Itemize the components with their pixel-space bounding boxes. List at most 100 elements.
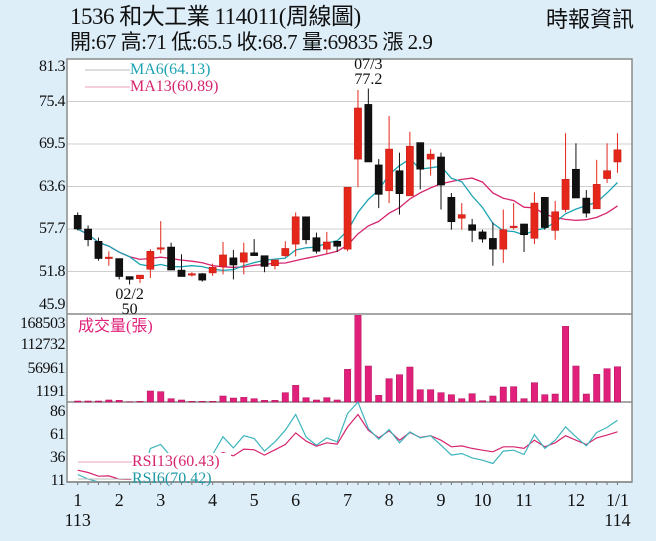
volume-bar [178, 399, 185, 403]
candle-up [613, 149, 622, 163]
candle-up [156, 247, 165, 250]
volume-bar [530, 382, 538, 403]
low-date-label: 02/2 [115, 286, 144, 303]
rsi-tick-label: 11 [50, 472, 66, 489]
volume-bar [271, 400, 279, 403]
volume-bar [261, 400, 268, 403]
x-tick-label: 5 [249, 490, 259, 510]
volume-bar [219, 395, 227, 403]
candle-down [94, 240, 103, 259]
volume-bar [572, 365, 580, 403]
volume-bar [157, 391, 165, 403]
volume-tick-label: 56961 [27, 360, 66, 377]
volume-bar [447, 394, 455, 403]
candle-down [177, 269, 186, 277]
candle-up [239, 252, 248, 263]
volume-bar [188, 401, 196, 403]
candle-up [104, 256, 113, 259]
rsi-tick-label: 36 [50, 449, 66, 466]
volume-tick-label: 168503 [20, 315, 66, 332]
volume-bar [499, 386, 507, 403]
candle-up [291, 216, 300, 245]
volume-bar [406, 366, 414, 403]
price-tick-label: 69.5 [39, 135, 66, 152]
x-tick-label: 9 [436, 490, 446, 510]
candle-up [271, 259, 279, 266]
plot-background [67, 59, 632, 482]
candle-down [125, 276, 134, 280]
volume-bar [209, 401, 217, 403]
candle-up [136, 274, 144, 279]
candle-down [540, 197, 549, 228]
volume-bar [603, 368, 611, 403]
x-tick-label: 1/1 [605, 490, 629, 510]
candle-down [84, 228, 92, 241]
volume-bar [489, 395, 497, 403]
volume-tick-label: 112732 [20, 336, 66, 353]
x-tick-label: 2 [114, 490, 124, 510]
candle-down [73, 215, 82, 230]
x-tick-label: 10 [473, 490, 492, 510]
candle-up [219, 254, 227, 267]
rsi6-line [77, 400, 618, 483]
candle-up [530, 202, 539, 239]
volume-bar [115, 400, 123, 403]
candle-down [582, 197, 591, 214]
volume-bar [136, 401, 144, 403]
volume-bar [323, 397, 331, 403]
candle-down [167, 246, 175, 271]
candle-down [572, 168, 580, 199]
candle-up [406, 145, 414, 197]
volume-bar [229, 397, 237, 403]
candle-up [146, 251, 155, 270]
volume-bar [614, 366, 621, 403]
candle-up [343, 186, 352, 250]
candle-down [115, 258, 124, 277]
rsi13-legend: RSI13(60.43) [132, 453, 220, 470]
volume-bar [427, 389, 435, 403]
volume-bar [458, 398, 466, 403]
candle-down [260, 255, 269, 267]
candle-up [499, 229, 508, 250]
candle-down [437, 156, 445, 186]
volume-bar [396, 374, 403, 403]
volume-bar [416, 389, 424, 403]
candle-down [198, 273, 207, 281]
price-tick-label: 51.8 [39, 262, 66, 280]
price-tick-label: 75.4 [39, 92, 66, 110]
x-tick-label: 4 [208, 490, 218, 510]
price-tick-label: 45.9 [39, 296, 66, 313]
candle-up [281, 248, 290, 256]
volume-bar [84, 400, 92, 403]
chart-title: 1536 和大工業 114011(周線圖) [70, 4, 361, 29]
price-tick-label: 63.6 [39, 177, 66, 195]
candle-up [457, 214, 466, 219]
rsi-legend-backdrop [131, 453, 231, 481]
rsi-tick-label: 86 [50, 403, 66, 420]
x-year-label: 113 [64, 510, 91, 530]
low-price-label: 50 [121, 301, 138, 318]
volume-bar [375, 395, 383, 403]
volume-title: 成交量(張) [78, 318, 153, 335]
ma13-legend: MA13(60.89) [130, 78, 219, 95]
volume-bar [541, 394, 549, 403]
volume-bar [385, 378, 393, 403]
x-year-label: 114 [604, 510, 631, 530]
ma6-legend: MA6(64.13) [130, 61, 211, 78]
volume-bar [250, 398, 258, 403]
x-tick-label: 1 [73, 490, 83, 510]
candle-down [468, 224, 476, 231]
source-label: 時報資訊 [546, 7, 635, 32]
volume-bar [146, 390, 154, 403]
volume-bar [167, 398, 175, 403]
candle-up [592, 184, 601, 210]
volume-bar [354, 315, 362, 403]
candle-down [333, 240, 342, 247]
rsi6-legend: RSI6(70.42) [132, 470, 212, 487]
volume-bar [281, 392, 289, 403]
x-tick-label: 8 [384, 490, 394, 510]
volume-tick-label: 1191 [35, 383, 66, 400]
candle-up [551, 211, 560, 231]
volume-bar [198, 401, 206, 403]
x-tick-label: 7 [343, 490, 353, 510]
